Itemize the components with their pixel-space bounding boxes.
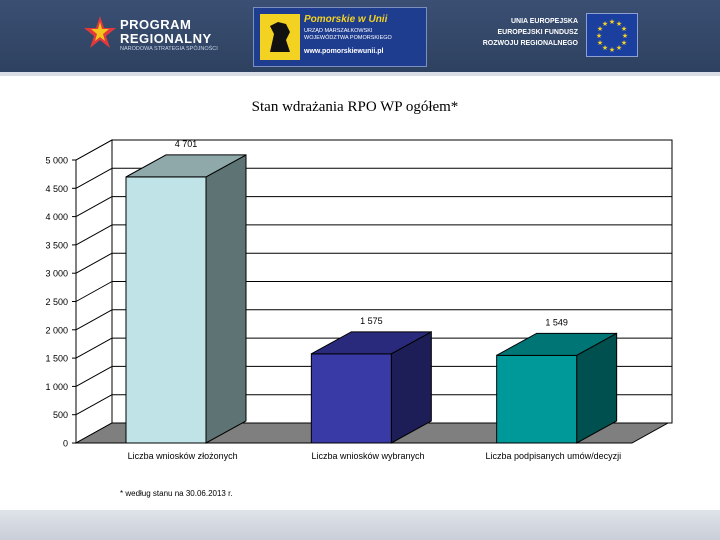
svg-text:★: ★ [609,46,615,54]
eu-logo-text: UNIA EUROPEJSKA EUROPEJSKI FUNDUSZ ROZWO… [482,18,578,47]
program-regionalny-logo: PROGRAM REGIONALNY NARODOWA STRATEGIA SP… [84,12,234,60]
eu-stars-icon: ★ ★★ ★★★ ★★★ ★★★ [596,18,628,54]
y-tick-label: 500 [53,410,68,420]
y-tick-label: 3 000 [45,269,68,279]
y-tick-label: 3 500 [45,240,68,250]
x-tick-label: Liczba podpisanych umów/decyzji [486,451,622,461]
gridline-side [75,252,113,274]
y-tick-label: 2 000 [45,325,68,335]
gridline-side [75,394,113,416]
data-label: 1 575 [360,316,383,326]
svg-text:★: ★ [597,25,603,33]
footer-band [0,510,720,540]
program-logo-line1: PROGRAM [120,17,192,32]
gridline-side [75,337,113,359]
svg-text:★: ★ [609,18,615,26]
gridline-side [75,281,113,302]
bar [125,176,207,444]
griffin-coat-of-arms-icon [260,14,300,60]
y-tick-label: 5 000 [45,156,68,166]
x-tick-label: Liczba wniosków wybranych [311,451,424,461]
header-divider [0,72,720,76]
pomorskie-logo-office: URZĄD MARSZAŁKOWSKI WOJEWÓDZTWA POMORSKI… [304,28,392,41]
svg-text:★: ★ [596,32,602,40]
svg-text:★: ★ [621,39,627,47]
eu-flag-icon: ★ ★ ★ ★ ★ ★ ★ ★ ★ ★ ★ ★ [586,13,638,57]
bar-side [205,154,247,444]
y-tick-label: 4 000 [45,212,68,222]
bar-top [125,154,247,178]
gridline-side [75,139,113,161]
svg-text:★: ★ [622,32,628,40]
gridline-side [75,224,113,246]
chart-footnote: * według stanu na 30.06.2013 r. [120,489,233,498]
y-tick-label: 1 500 [45,354,68,364]
bar-top [311,331,432,355]
gridline-side [75,167,113,189]
x-tick-label: Liczba wniosków złożonych [128,451,238,461]
svg-text:★: ★ [616,44,622,52]
y-tick-label: 0 [63,439,68,449]
svg-text:★: ★ [621,25,627,33]
gridline-side [75,309,113,331]
svg-text:★: ★ [602,20,608,28]
pomorskie-logo-title: Pomorskie w Unii [304,14,388,25]
pomorskie-logo: Pomorskie w Unii URZĄD MARSZAŁKOWSKI WOJ… [253,7,427,67]
svg-text:★: ★ [597,39,603,47]
header-banner: PROGRAM REGIONALNY NARODOWA STRATEGIA SP… [0,0,720,72]
bar-top [496,332,617,356]
svg-text:★: ★ [602,44,608,52]
gridline-side [75,196,113,218]
data-label: 1 549 [545,317,568,327]
y-tick-label: 2 500 [45,297,68,307]
eu-logo: UNIA EUROPEJSKA EUROPEJSKI FUNDUSZ ROZWO… [462,13,638,59]
bar [310,353,392,444]
data-label: 4 701 [175,139,198,149]
program-star-icon [84,16,116,48]
chart-title: Stan wdrażania RPO WP ogółem* [251,99,459,115]
bar [496,354,578,444]
gridline-side [75,365,113,387]
y-tick-label: 1 000 [45,382,68,392]
pomorskie-logo-url: www.pomorskiewunii.pl [304,48,384,55]
program-logo-line2: REGIONALNY [120,31,212,46]
y-tick-label: 4 500 [45,184,68,194]
program-logo-tagline: NARODOWA STRATEGIA SPÓJNOŚCI [120,46,218,52]
svg-text:★: ★ [616,20,622,28]
